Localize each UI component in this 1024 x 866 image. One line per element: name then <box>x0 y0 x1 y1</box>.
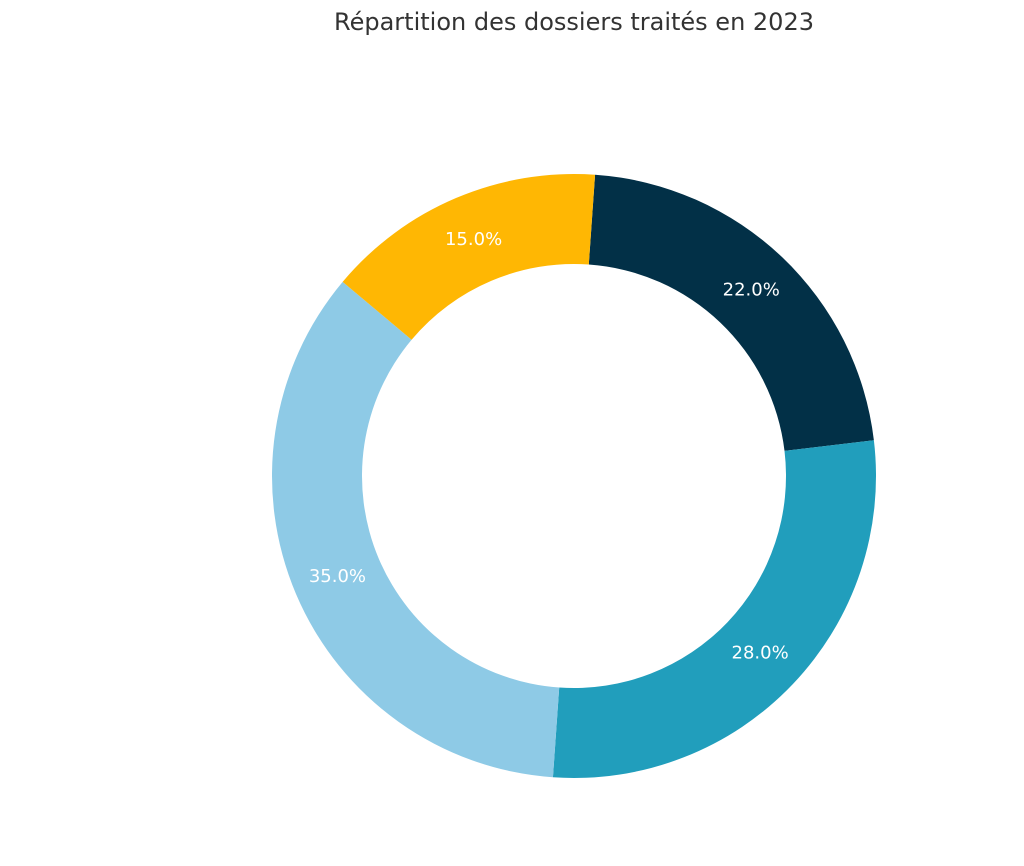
slice-percent-label: 35.0% <box>309 566 366 587</box>
donut-slice <box>342 174 596 340</box>
slice-percent-label: 28.0% <box>732 643 789 664</box>
donut-slice <box>552 440 876 778</box>
donut-slice <box>271 281 560 778</box>
slice-percent-label: 22.0% <box>723 279 780 300</box>
donut-slice <box>588 174 874 451</box>
chart-title: Répartition des dossiers traités en 2023 <box>334 8 814 36</box>
slice-percent-label: 15.0% <box>445 229 502 250</box>
